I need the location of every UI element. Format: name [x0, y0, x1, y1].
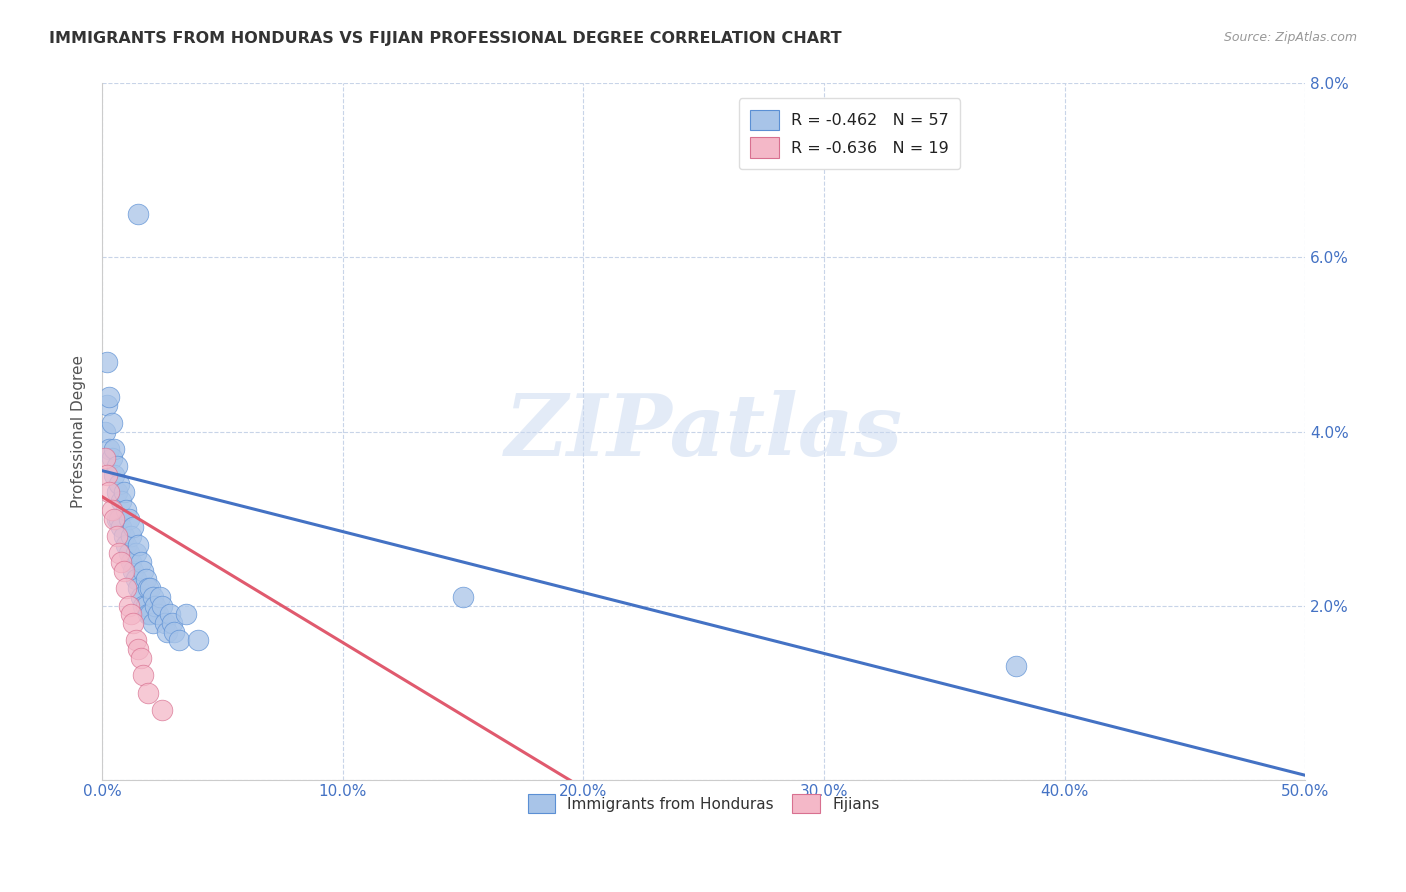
- Point: [103, 442, 125, 456]
- Point: [110, 520, 132, 534]
- Point: [129, 590, 152, 604]
- Point: [1005, 659, 1028, 673]
- Point: [159, 607, 181, 622]
- Point: [139, 581, 162, 595]
- Point: [110, 555, 132, 569]
- Point: [136, 581, 159, 595]
- Point: [150, 703, 173, 717]
- Point: [96, 468, 118, 483]
- Point: [176, 607, 198, 622]
- Point: [93, 425, 115, 439]
- Point: [108, 476, 131, 491]
- Point: [139, 607, 162, 622]
- Point: [127, 207, 149, 221]
- Point: [136, 685, 159, 699]
- Point: [108, 511, 131, 525]
- Point: [132, 599, 155, 613]
- Point: [118, 546, 141, 560]
- Point: [103, 511, 125, 525]
- Point: [120, 555, 142, 569]
- Point: [115, 581, 138, 595]
- Point: [122, 564, 145, 578]
- Y-axis label: Professional Degree: Professional Degree: [72, 355, 86, 508]
- Point: [125, 573, 148, 587]
- Point: [115, 503, 138, 517]
- Point: [129, 555, 152, 569]
- Text: ZIPatlas: ZIPatlas: [505, 390, 903, 474]
- Point: [105, 511, 128, 525]
- Point: [101, 416, 124, 430]
- Point: [98, 442, 121, 456]
- Point: [120, 607, 142, 622]
- Point: [125, 546, 148, 560]
- Point: [134, 599, 156, 613]
- Point: [142, 615, 165, 630]
- Point: [108, 546, 131, 560]
- Point: [143, 599, 166, 613]
- Point: [167, 633, 190, 648]
- Point: [101, 450, 124, 465]
- Point: [127, 642, 149, 657]
- Point: [101, 503, 124, 517]
- Point: [122, 615, 145, 630]
- Point: [96, 355, 118, 369]
- Point: [122, 520, 145, 534]
- Point: [129, 650, 152, 665]
- Point: [451, 590, 474, 604]
- Point: [187, 633, 209, 648]
- Point: [150, 599, 173, 613]
- Point: [118, 511, 141, 525]
- Point: [160, 615, 183, 630]
- Point: [105, 529, 128, 543]
- Point: [142, 590, 165, 604]
- Point: [103, 468, 125, 483]
- Point: [98, 485, 121, 500]
- Point: [112, 529, 135, 543]
- Point: [156, 624, 179, 639]
- Point: [96, 399, 118, 413]
- Text: Source: ZipAtlas.com: Source: ZipAtlas.com: [1223, 31, 1357, 45]
- Point: [153, 615, 176, 630]
- Point: [98, 390, 121, 404]
- Point: [93, 450, 115, 465]
- Point: [146, 607, 169, 622]
- Text: IMMIGRANTS FROM HONDURAS VS FIJIAN PROFESSIONAL DEGREE CORRELATION CHART: IMMIGRANTS FROM HONDURAS VS FIJIAN PROFE…: [49, 31, 842, 46]
- Point: [134, 573, 156, 587]
- Point: [132, 668, 155, 682]
- Point: [118, 599, 141, 613]
- Point: [127, 581, 149, 595]
- Point: [105, 485, 128, 500]
- Point: [105, 459, 128, 474]
- Point: [125, 633, 148, 648]
- Point: [112, 564, 135, 578]
- Point: [127, 538, 149, 552]
- Legend: Immigrants from Honduras, Fijians: Immigrants from Honduras, Fijians: [517, 783, 890, 824]
- Point: [136, 607, 159, 622]
- Point: [110, 494, 132, 508]
- Point: [132, 564, 155, 578]
- Point: [163, 624, 186, 639]
- Point: [120, 529, 142, 543]
- Point: [115, 538, 138, 552]
- Point: [112, 485, 135, 500]
- Point: [149, 590, 172, 604]
